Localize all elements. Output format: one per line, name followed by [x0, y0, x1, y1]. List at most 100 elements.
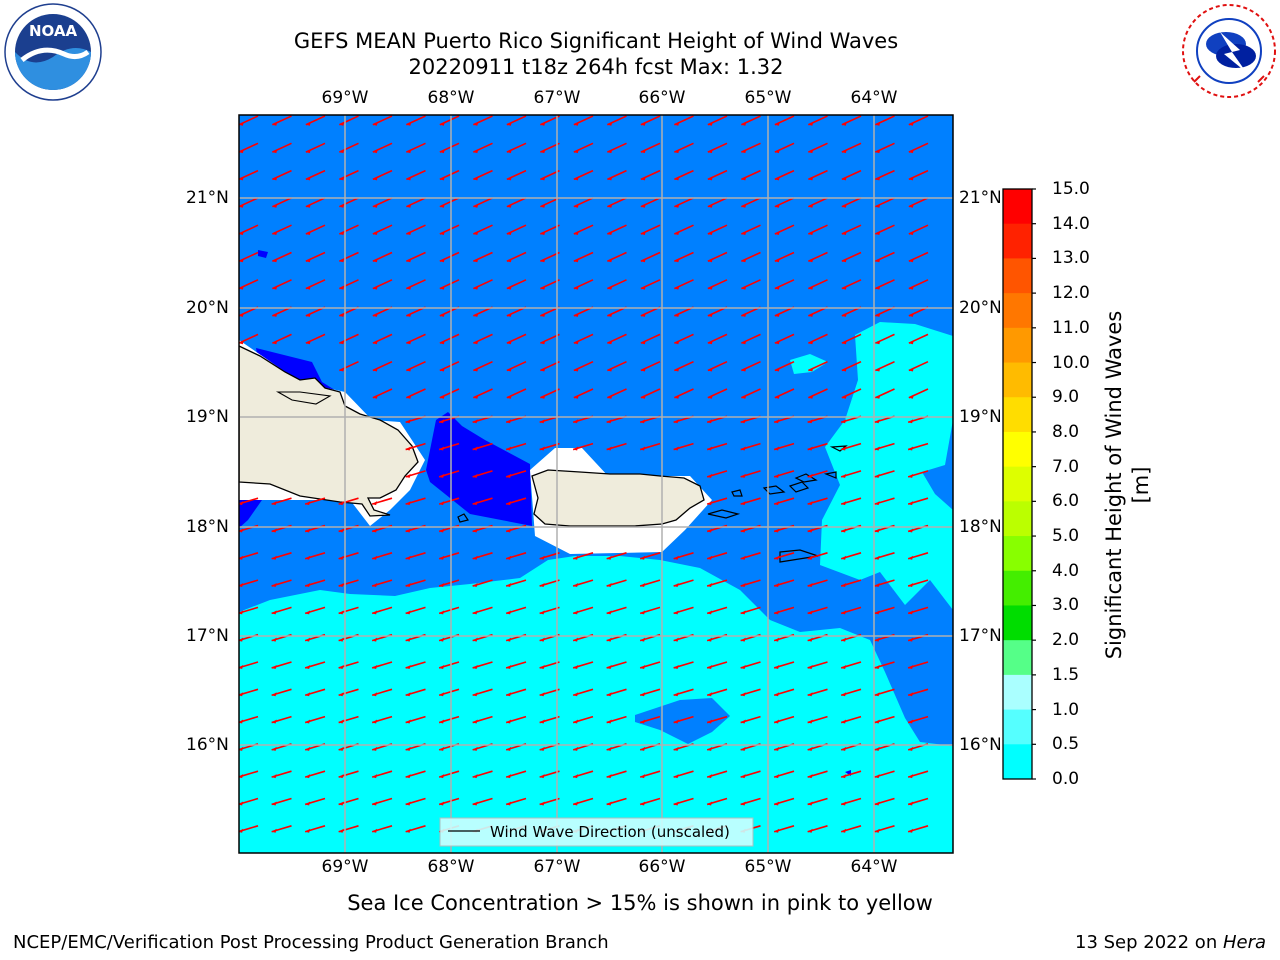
wave-arrowhead [707, 149, 713, 154]
lon-label-top-67w: 67°W [533, 88, 581, 108]
wave-arrowhead [406, 258, 412, 263]
wave-arrowhead [305, 149, 311, 154]
colorbar-segment [1003, 397, 1032, 433]
wave-arrowhead [774, 203, 780, 208]
wave-arrowhead [539, 555, 545, 560]
wave-arrowhead [271, 719, 277, 724]
wave-arrowhead [239, 230, 244, 235]
wave-arrowhead [807, 501, 813, 506]
wave-arrowhead [439, 367, 445, 372]
wave-arrowhead [573, 285, 579, 290]
wave-arrowhead [573, 555, 579, 560]
wave-arrowhead [406, 149, 412, 154]
wave-arrowhead [673, 583, 679, 588]
wave-arrowhead [573, 121, 579, 126]
wave-arrowhead [707, 367, 713, 372]
wave-arrowhead [875, 285, 881, 290]
wave-arrowhead [239, 528, 244, 533]
wave-arrowhead [439, 719, 445, 724]
wave-arrowhead [472, 555, 478, 560]
colorbar-segment [1003, 640, 1032, 676]
wave-arrowhead [807, 664, 813, 669]
wave-arrowhead [339, 203, 345, 208]
wave-arrowhead [640, 746, 646, 751]
wave-arrowhead [506, 419, 512, 424]
lon-label-bottom-69w: 69°W [321, 857, 369, 877]
wave-arrowhead [640, 121, 646, 126]
wave-arrowhead [874, 801, 880, 806]
wave-arrowhead [875, 149, 881, 154]
wave-arrowhead [305, 528, 311, 533]
wave-arrowhead [640, 583, 646, 588]
wave-arrowhead [372, 394, 378, 399]
wave-arrowhead [774, 801, 780, 806]
wave-arrowhead [372, 312, 378, 317]
wave-arrowhead [539, 692, 545, 697]
wave-arrowhead [506, 340, 512, 345]
wave-arrowhead [539, 419, 545, 424]
wave-arrowhead [674, 312, 680, 317]
wave-arrowhead [908, 555, 914, 560]
lat-label-right-21n: 21°N [959, 188, 1002, 208]
wave-arrowhead [405, 419, 411, 424]
footer-branch: NCEP/EMC/Verification Post Processing Pr… [13, 932, 609, 953]
wave-arrowhead [875, 367, 881, 372]
wave-arrowhead [573, 610, 579, 615]
wave-arrowhead [607, 340, 613, 345]
wave-arrowhead [874, 583, 880, 588]
wave-arrowhead [841, 501, 847, 506]
wave-arrowhead [540, 149, 546, 154]
wave-arrowhead [774, 774, 780, 779]
island-north-hisp [275, 391, 332, 405]
wave-arrowhead [606, 719, 612, 724]
wave-arrowhead [606, 774, 612, 779]
wave-arrowhead [841, 473, 847, 478]
wave-arrowhead [372, 367, 378, 372]
wave-arrowhead [707, 746, 713, 751]
wave-arrowhead [271, 801, 277, 806]
wave-arrowhead [908, 258, 914, 263]
wave-arrowhead [875, 203, 881, 208]
wave-arrowhead [740, 801, 746, 806]
wave-arrowhead [673, 801, 679, 806]
wave-arrowhead [506, 176, 512, 181]
wave-arrowhead [540, 176, 546, 181]
wave-arrowhead [874, 501, 880, 506]
wave-arrowhead [741, 340, 747, 345]
wave-arrowhead [372, 555, 378, 560]
sea-ice-note: Sea Ice Concentration > 15% is shown in … [347, 891, 933, 915]
colorbar-segment [1003, 501, 1032, 537]
wave-arrowhead [874, 692, 880, 697]
wave-arrowhead [774, 285, 780, 290]
wave-arrowhead [908, 746, 914, 751]
wave-band-10-15-patch [790, 354, 828, 374]
colorbar-segment [1003, 293, 1032, 329]
wave-arrowhead [339, 176, 345, 181]
noaa-logo-text: NOAA [29, 22, 78, 40]
wave-arrowhead [239, 774, 244, 779]
wave-arrowhead [305, 610, 311, 615]
wave-arrowhead [372, 664, 378, 669]
wave-arrowhead [674, 121, 680, 126]
wave-arrowhead [305, 501, 311, 506]
wave-arrowhead [841, 312, 847, 317]
wave-arrowhead [607, 203, 613, 208]
wave-arrowhead [808, 394, 814, 399]
wave-arrowhead [774, 340, 780, 345]
wave-arrowhead [874, 664, 880, 669]
wave-arrowhead [305, 285, 311, 290]
footer-machine: Hera [1222, 932, 1266, 953]
wave-arrowhead [573, 176, 579, 181]
wave-arrowhead [674, 176, 680, 181]
wave-arrowhead [439, 340, 445, 345]
wave-arrowhead [338, 528, 344, 533]
colorbar-segment [1003, 709, 1032, 745]
island-culebra [731, 489, 743, 497]
wave-arrowhead [640, 637, 646, 642]
wave-arrowhead [272, 203, 278, 208]
wave-arrowhead [472, 801, 478, 806]
wave-arrowhead [908, 340, 914, 345]
lat-label-right-19n: 19°N [959, 407, 1002, 427]
colorbar-tick-label: 1.0 [1052, 699, 1080, 720]
wave-arrowhead [673, 664, 679, 669]
